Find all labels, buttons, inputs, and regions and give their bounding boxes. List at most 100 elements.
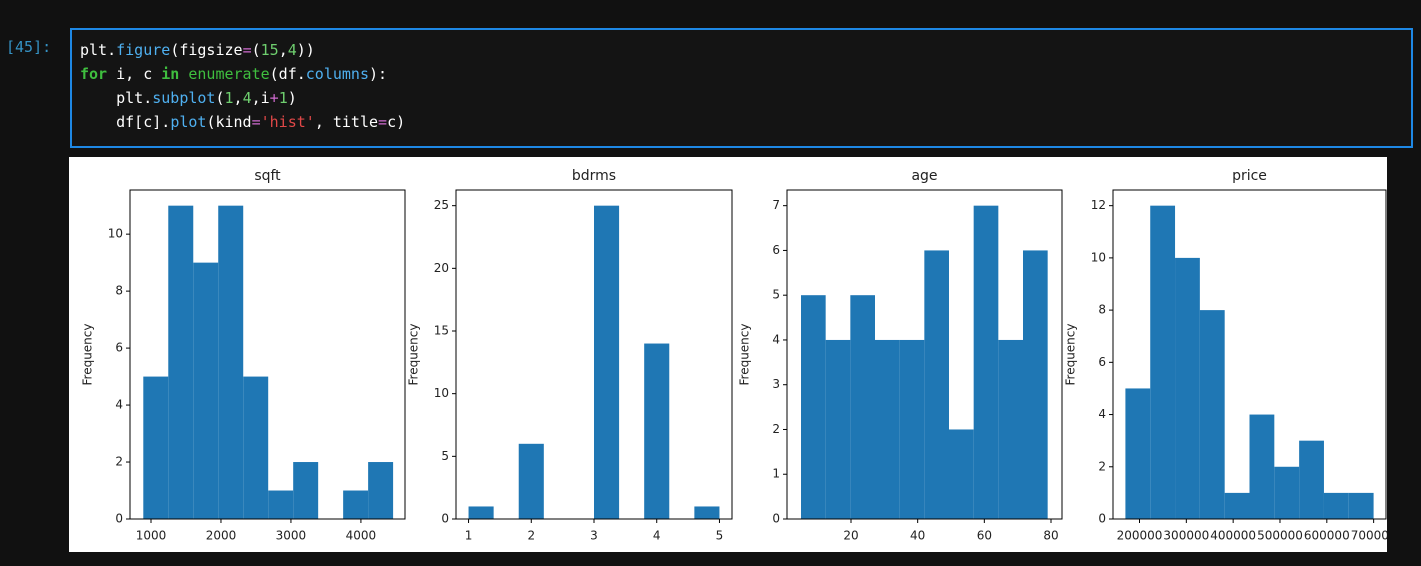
code-line: plt.figure(figsize=(15,4)) [80, 38, 405, 62]
x-tick-label: 600000 [1304, 529, 1350, 543]
y-tick-label: 2 [115, 455, 123, 469]
x-tick-label: 1 [465, 529, 473, 543]
histogram-bar [949, 429, 974, 519]
code-token: + [269, 89, 279, 107]
y-tick-label: 3 [772, 377, 780, 391]
y-tick-label: 0 [441, 512, 449, 526]
x-tick-label: 40 [910, 529, 925, 543]
x-tick-label: 5 [716, 529, 724, 543]
histogram-bar [973, 205, 999, 519]
histogram-bar [1199, 310, 1225, 519]
x-tick-label: 3 [590, 529, 598, 543]
y-tick-label: 4 [1098, 407, 1106, 421]
code-token: ) [287, 89, 297, 107]
x-tick-label: 4 [653, 529, 661, 543]
y-tick-label: 20 [434, 261, 449, 275]
histogram-bar [875, 339, 900, 519]
histogram-bar [694, 506, 720, 519]
x-tick-label: 80 [1043, 529, 1058, 543]
y-tick-label: 10 [434, 386, 449, 400]
y-tick-label: 12 [1091, 198, 1106, 212]
code: plt.figure(figsize=(15,4)) for i, c in en… [80, 38, 405, 134]
histogram-bar [1023, 250, 1048, 519]
y-axis-label: Frequency [407, 324, 421, 386]
code-token: 4 [242, 89, 252, 107]
y-tick-label: 10 [108, 227, 123, 241]
code-token: = [378, 113, 388, 131]
x-tick-label: 2000 [206, 529, 237, 543]
histogram-bar [998, 339, 1023, 519]
code-token: 1 [224, 89, 234, 107]
y-tick-label: 0 [1098, 512, 1106, 526]
histogram-bar [1175, 257, 1200, 519]
histogram-bar [1249, 414, 1275, 519]
chart-title: age [911, 168, 937, 184]
histogram-bar [1348, 492, 1374, 519]
y-axis-label: Frequency [738, 324, 752, 386]
x-tick-label: 60 [977, 529, 992, 543]
code-token: = [251, 113, 261, 131]
histogram-bar [293, 462, 319, 519]
y-tick-label: 6 [772, 243, 780, 257]
y-tick-label: 8 [115, 284, 123, 298]
code-token: plt. [80, 41, 117, 59]
code-line: plt.subplot(1,4,i+1) [80, 86, 405, 110]
histogram-bar [168, 205, 194, 519]
histogram-bar [1125, 388, 1151, 519]
code-token: figure [116, 41, 171, 59]
histogram-bar [594, 205, 620, 519]
histogram-bar [518, 443, 544, 519]
y-tick-label: 0 [115, 512, 123, 526]
code-token: = [242, 41, 252, 59]
x-tick-label: 700000 [1351, 529, 1387, 543]
x-tick-label: 4000 [346, 529, 377, 543]
y-tick-label: 8 [1098, 303, 1106, 317]
plot-frame [1112, 189, 1387, 520]
y-tick-label: 2 [772, 422, 780, 436]
y-tick-label: 4 [772, 332, 780, 346]
histogram-bar [468, 506, 494, 519]
code-cell[interactable]: plt.figure(figsize=(15,4)) for i, c in en… [70, 28, 1413, 148]
histogram-bar [644, 343, 670, 519]
y-axis-label: Frequency [1064, 324, 1078, 386]
histogram-bar [825, 339, 851, 519]
y-axis-label: Frequency [81, 324, 95, 386]
code-token: (df. [269, 65, 306, 83]
code-token: columns [305, 65, 369, 83]
code-token: 15 [260, 41, 279, 59]
code-token: i, c [107, 65, 162, 83]
x-tick-label: 2 [527, 529, 535, 543]
y-tick-label: 15 [434, 324, 449, 338]
code-token: ( [251, 41, 261, 59]
histogram-bar [899, 339, 925, 519]
code-token: for [80, 65, 108, 83]
chart-title: sqft [254, 168, 281, 184]
chart-title: price [1232, 168, 1267, 184]
histogram-bar [343, 490, 369, 519]
x-tick-label: 200000 [1117, 529, 1163, 543]
code-token: )) [296, 41, 315, 59]
code-token: c) [387, 113, 406, 131]
code-line: df[c].plot(kind='hist', title=c) [80, 110, 405, 134]
histogram-bar [801, 295, 826, 519]
y-tick-label: 6 [115, 341, 123, 355]
y-tick-label: 7 [772, 198, 780, 212]
x-tick-label: 300000 [1163, 529, 1209, 543]
code-token: (kind [206, 113, 252, 131]
plot-frame [129, 189, 406, 520]
histogram-bar [193, 262, 219, 519]
y-tick-label: 5 [772, 288, 780, 302]
histogram-bar [243, 376, 269, 519]
code-token: 'hist' [260, 113, 315, 131]
plot-frame [786, 189, 1063, 520]
x-tick-label: 500000 [1257, 529, 1303, 543]
code-token: df[c]. [80, 113, 171, 131]
y-tick-label: 2 [1098, 459, 1106, 473]
code-token: plt. [80, 89, 153, 107]
code-token: ,i [251, 89, 270, 107]
histogram-bar [1299, 440, 1324, 519]
histogram-bar [1323, 492, 1349, 519]
code-token: , [233, 89, 243, 107]
